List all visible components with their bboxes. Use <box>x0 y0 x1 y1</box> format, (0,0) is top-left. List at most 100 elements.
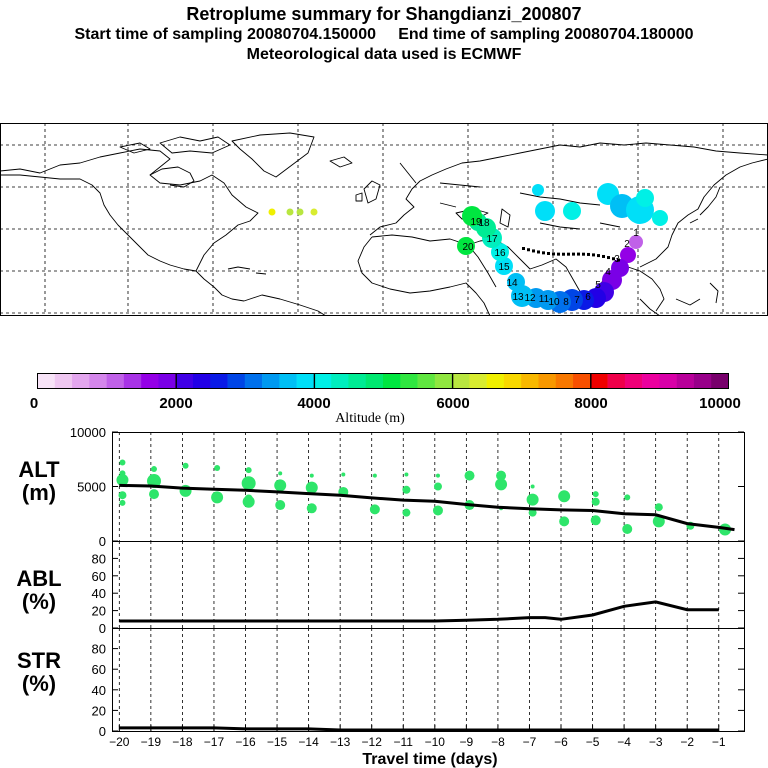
colorbar-swatch <box>89 373 107 389</box>
cbar-tick-10000: 10000 <box>699 395 741 412</box>
north-america-coast <box>0 148 259 272</box>
colorbar-swatch <box>192 373 211 389</box>
x-tick-label: −19 <box>141 735 162 749</box>
alt-scatter-point <box>622 524 633 535</box>
alt-scatter-point <box>404 472 409 477</box>
x-tick-label: −1 <box>712 735 726 749</box>
start-label: Start time of sampling <box>74 26 243 43</box>
plume-trail-dot <box>592 253 595 257</box>
mediterranean <box>371 234 495 246</box>
alt-scatter-point <box>432 505 443 516</box>
colorbar-swatch <box>365 373 384 389</box>
plume-marker <box>310 208 318 216</box>
plume-trail-dot <box>557 252 560 256</box>
x-tick-label: −2 <box>680 735 694 749</box>
plume-trail-dot <box>612 257 615 261</box>
colorbar-swatch <box>279 373 297 389</box>
plume-trail-dot <box>552 252 555 256</box>
alt-scatter-point <box>119 499 126 506</box>
colorbar-swatch <box>400 373 418 389</box>
x-tick-label: −18 <box>172 735 193 749</box>
plume-trail-dot <box>577 252 580 256</box>
x-tick-label: −9 <box>460 735 474 749</box>
alt-scatter-point <box>526 493 539 506</box>
y-tick-label: 20 <box>92 604 106 619</box>
colorbar-swatch <box>676 373 695 389</box>
plume-label: 4 <box>605 267 611 278</box>
alt-line <box>119 483 735 532</box>
greenland <box>231 132 315 178</box>
plume-label: 8 <box>563 297 569 308</box>
abl-panel: 0 20 40 60 80 <box>92 541 745 636</box>
met-data-line: Meteorological data used is ECMWF <box>246 46 522 63</box>
plume-label: 18 <box>478 218 490 229</box>
colorbar-swatch <box>262 373 280 389</box>
abl-label: ABL <box>16 566 61 591</box>
iceland-uk <box>329 156 381 204</box>
south-america <box>243 294 327 316</box>
plume-label: 11 <box>539 294 550 305</box>
abl-y-axis: 0 20 40 60 80 <box>92 551 744 636</box>
interior-borders <box>399 162 621 230</box>
colorbar-swatch <box>642 373 660 389</box>
alt-scatter-point <box>369 504 380 515</box>
x-tick-label: −8 <box>491 735 505 749</box>
alt-scatter-point <box>118 491 127 500</box>
alt-scatter-point <box>402 508 411 517</box>
plume-trail-dot <box>587 252 590 256</box>
plume-label: 20 <box>462 242 474 253</box>
colorbar-swatch <box>659 373 677 389</box>
alt-scatter-point <box>245 467 252 474</box>
start-value: 20080704.150000 <box>246 26 376 43</box>
alt-scatter-point <box>305 481 318 494</box>
plume-label: 13 <box>512 292 524 303</box>
plume-marker <box>462 206 482 226</box>
alt-scatter-point <box>278 471 283 476</box>
plume-marker <box>636 189 654 207</box>
str-x-gridlines <box>118 628 720 731</box>
colorbar-swatch <box>417 373 436 389</box>
alt-scatter-point <box>624 494 631 501</box>
sampling-times: Start time of sampling 20080704.150000 E… <box>0 26 768 44</box>
y-tick-label: 0 <box>99 534 106 549</box>
alt-scatter-point <box>530 484 535 489</box>
alt-scatter-point <box>652 515 665 528</box>
colorbar-swatch <box>503 373 522 389</box>
y-tick-label: 60 <box>92 569 106 584</box>
cbar-tick-8000: 8000 <box>574 395 607 412</box>
str-label: STR <box>17 648 61 673</box>
end-value: 20080704.180000 <box>564 26 694 43</box>
colorbar-swatch <box>123 373 142 389</box>
alt-scatter-point <box>116 473 129 486</box>
str-y-axis: 0 20 40 60 80 <box>92 642 744 739</box>
alt-scatter-point <box>591 497 600 506</box>
colorbar-swatch <box>538 373 557 389</box>
plume-label: 16 <box>494 248 506 259</box>
alt-scatter-point <box>435 473 440 478</box>
colorbar-swatch <box>210 373 228 389</box>
japan <box>689 186 721 224</box>
plume-label: 6 <box>585 292 591 303</box>
colorbar-swatch <box>590 373 608 389</box>
colorbar-swatch <box>72 373 90 389</box>
y-tick-label: 40 <box>92 586 106 601</box>
alt-scatter-point <box>654 503 663 512</box>
plume-trail-dot <box>567 252 570 256</box>
alt-label: ALT <box>18 457 60 482</box>
x-tick-label: −6 <box>554 735 568 749</box>
plume-marker <box>457 237 475 255</box>
plume-marker <box>286 208 294 216</box>
plume-label: 15 <box>498 262 510 273</box>
plume-marker <box>652 210 668 226</box>
central-america <box>195 270 245 302</box>
colorbar-swatch <box>37 373 56 389</box>
alt-scatter-point <box>241 476 256 491</box>
str-line <box>119 726 719 732</box>
plume-trail-dot <box>607 256 610 260</box>
colorbar-swatch <box>624 373 643 389</box>
plume-marker <box>532 184 544 196</box>
colorbar-swatch <box>486 373 505 389</box>
plume-marker <box>268 208 276 216</box>
plume-trail-dot <box>582 252 585 256</box>
